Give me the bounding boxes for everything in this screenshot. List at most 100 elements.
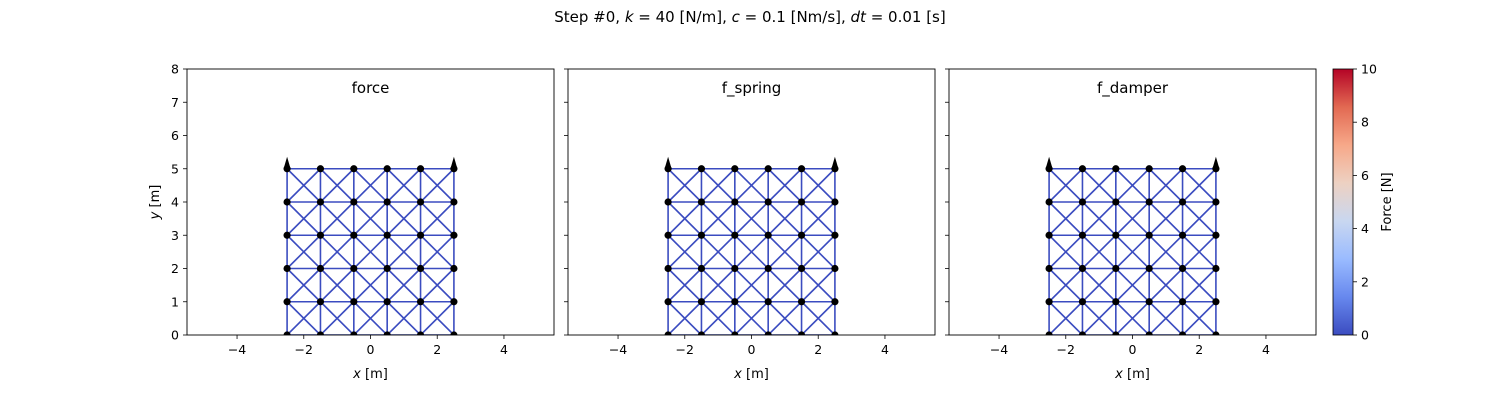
mass-node (1178, 331, 1187, 335)
mass-node (283, 298, 291, 306)
spring-edge (800, 201, 836, 236)
mass-node (1145, 264, 1153, 273)
spring-edge (1048, 301, 1084, 335)
spring-edge (1081, 234, 1117, 270)
mass-node (664, 331, 672, 335)
mass-node (697, 231, 706, 239)
spring-edge (1148, 201, 1184, 236)
spring-edge (767, 267, 803, 303)
mass-node (1112, 264, 1120, 273)
mass-node (316, 198, 325, 206)
spring-edge (700, 201, 736, 236)
spring-edge (319, 267, 355, 303)
mass-node (316, 298, 325, 306)
mass-node (1178, 298, 1187, 306)
spring-edge (1048, 234, 1084, 270)
mass-node (416, 165, 425, 173)
spring-edge (700, 301, 736, 335)
colorbar-tick-label: 8 (1361, 115, 1369, 130)
subplot-title: force (352, 79, 390, 97)
colorbar-tick-label: 10 (1361, 62, 1377, 77)
mass-node (383, 264, 391, 273)
mass-node (731, 231, 739, 239)
mass-node (731, 298, 739, 306)
colorbar-tick-label: 0 (1361, 328, 1369, 343)
spring-edge (353, 301, 388, 335)
mass-node (664, 231, 672, 239)
mass-node (1112, 331, 1120, 335)
spring-edge (667, 301, 703, 335)
x-tick-label: −4 (228, 342, 246, 357)
spring-edge (1048, 168, 1084, 203)
spring-edge (767, 301, 803, 335)
mass-node (1212, 331, 1220, 335)
y-tick-label: 1 (171, 294, 179, 309)
spring-edge (386, 201, 422, 236)
mass-node (731, 331, 739, 335)
y-tick-label: 7 (171, 95, 179, 110)
subplot-2: f_spring −4 −2 0 2 4 x [m] (564, 68, 936, 382)
spring-edge (1081, 201, 1117, 236)
colorbar-tick-label: 2 (1361, 274, 1369, 289)
mass-node (450, 298, 458, 306)
spring-edge (419, 168, 455, 203)
spring-edge (286, 168, 322, 203)
mass-node (450, 264, 458, 273)
y-axis-label: y [m] (148, 185, 163, 221)
spring-edge (286, 301, 322, 335)
mass-node (450, 331, 458, 335)
mass-node (350, 165, 358, 173)
spring-edge (734, 168, 769, 203)
mass-node (350, 298, 358, 306)
mass-node (1212, 198, 1220, 206)
x-tick-label: 0 (748, 342, 756, 357)
mass-node (697, 198, 706, 206)
mass-node (764, 298, 772, 306)
spring-edge (767, 168, 803, 203)
spring-edge (767, 201, 803, 236)
mass-node (731, 165, 739, 173)
spring-edge (386, 301, 422, 335)
colorbar-gradient (1332, 68, 1354, 336)
spring-edge (286, 201, 322, 236)
spring-edge (1115, 201, 1150, 236)
plot-area (1045, 156, 1220, 335)
y-tick-label: 8 (171, 62, 179, 77)
mass-node (1145, 298, 1153, 306)
mass-node (797, 198, 806, 206)
mass-node (416, 331, 425, 335)
mass-node (731, 264, 739, 273)
plot-area (664, 156, 839, 335)
spring-edge (353, 267, 388, 303)
spring-edge (319, 201, 355, 236)
x-tick-label: −2 (676, 342, 694, 357)
mass-node (797, 298, 806, 306)
mass-node (1045, 231, 1053, 239)
spring-edge (353, 168, 388, 203)
spring-edge (1048, 201, 1084, 236)
spring-edge (800, 301, 836, 335)
y-tick-label: 6 (171, 128, 179, 143)
y-tick-label: 4 (171, 195, 179, 210)
force-arrow (450, 156, 458, 168)
mass-node (1145, 231, 1153, 239)
mass-node (697, 165, 706, 173)
subplot-title: f_spring (722, 79, 781, 98)
mass-node (416, 298, 425, 306)
mass-node (316, 165, 325, 173)
x-tick-label: 2 (433, 342, 441, 357)
x-axis-label: x [m] (352, 367, 388, 382)
spring-edge (1181, 234, 1217, 270)
spring-edge (1115, 267, 1150, 303)
mass-node (764, 264, 772, 273)
mass-node (283, 231, 291, 239)
mass-node (383, 298, 391, 306)
mass-node (1112, 231, 1120, 239)
mass-node (1078, 331, 1087, 335)
spring-edge (1115, 234, 1150, 270)
force-arrow (664, 156, 672, 168)
mass-node (797, 231, 806, 239)
spring-edge (1081, 168, 1117, 203)
mass-node (731, 198, 739, 206)
x-axis-label: x [m] (733, 367, 769, 382)
